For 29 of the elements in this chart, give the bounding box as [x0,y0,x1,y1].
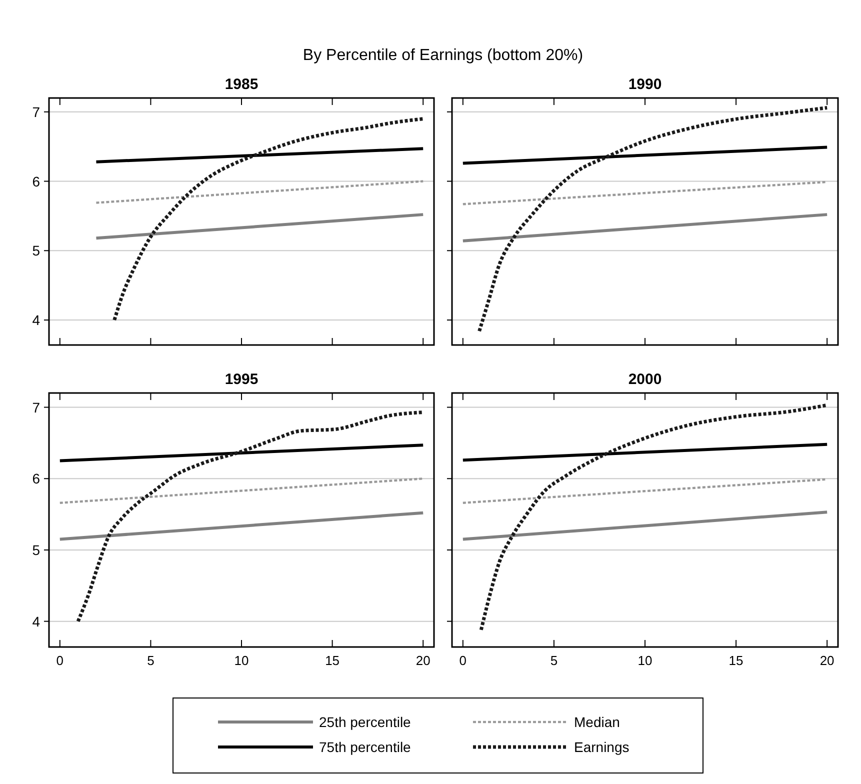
line-series [112,117,425,322]
x-tick-label: 15 [325,653,340,668]
x-tick-label: 20 [820,653,834,668]
y-tick-label: 4 [32,613,40,630]
legend-label: 25th percentile [319,714,412,730]
x-tick-label: 10 [234,653,249,668]
x-tick-label: 0 [56,653,64,668]
legend-label: Median [574,714,620,730]
chart-title: 1990 [628,76,662,93]
chart-title: 2000 [628,371,662,388]
legend-label: Earnings [574,739,630,755]
legend-label: 75th percentile [319,739,412,755]
x-tick-label: 20 [416,653,430,668]
y-tick-label: 4 [32,312,40,328]
y-tick-label: 6 [32,470,40,487]
x-tick-label: 15 [728,653,744,668]
y-tick-label: 5 [32,542,40,558]
line-series [76,410,425,624]
text: By Percentile of Earnings (bottom 20%) [302,47,584,64]
y-tick-label: 7 [32,104,40,120]
y-tick-label: 7 [32,399,40,416]
y-tick-label: 5 [32,242,40,259]
x-tick-label: 0 [459,653,467,668]
chart-title: 1985 [224,76,258,93]
chart-title: 1995 [224,371,258,388]
y-tick-label: 6 [32,173,40,190]
x-tick-label: 5 [550,653,558,668]
x-tick-label: 5 [147,653,154,668]
x-tick-label: 10 [638,653,652,668]
